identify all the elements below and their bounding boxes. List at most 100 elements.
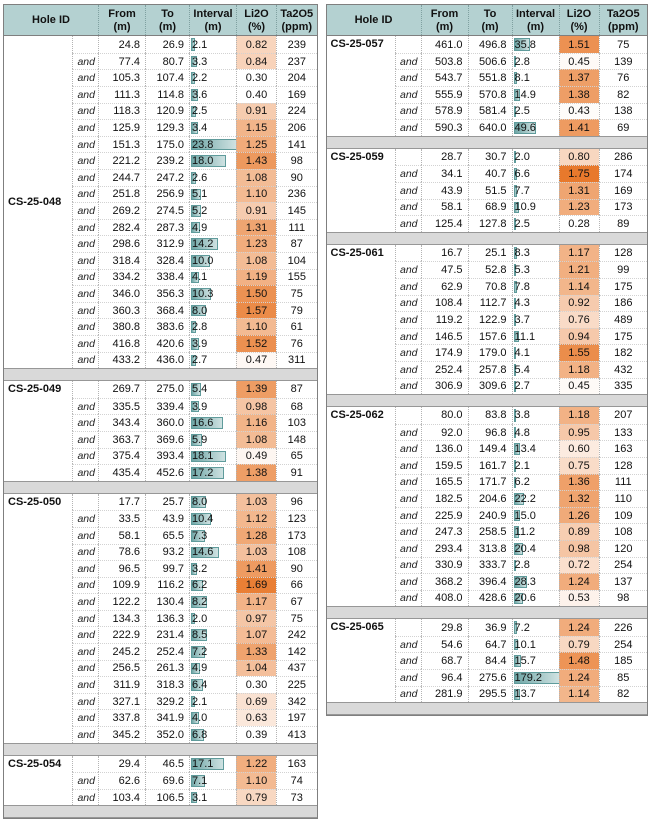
interval-value: 2.8 [192,321,208,334]
interval-cell: 8.1 [511,69,559,87]
and-label: and [72,235,98,252]
and-label: and [394,456,421,474]
ta2o5-cell: 61 [276,318,317,335]
to-cell: 356.3 [145,285,189,302]
interval-value: 14.6 [192,546,214,559]
interval-value: 179.2 [514,671,543,684]
interval-value: 5.9 [192,433,208,446]
li2o-cell: 1.25 [236,135,276,153]
ta2o5-cell: 185 [598,652,647,670]
interval-cell: 3.2 [189,560,236,577]
col-header-line1: Li2O [566,8,592,20]
and-label: and [394,165,421,183]
to-cell: 383.6 [145,318,189,335]
li2o-cell: 1.39 [236,381,276,398]
li2o-cell: 1.24 [558,669,599,686]
li2o-cell: 0.47 [236,351,276,369]
to-cell: 179.0 [467,344,512,361]
to-cell: 112.7 [467,294,512,312]
to-cell: 52.8 [467,261,512,278]
and-label: and [394,69,421,87]
hole-id: CS-25-049 [8,383,62,396]
interval-databar [513,559,516,572]
interval-cell: 5.9 [189,430,236,448]
li2o-cell: 1.37 [558,69,599,87]
ta2o5-cell: 311 [276,351,317,369]
interval-cell: 4.8 [511,423,559,441]
from-cell: 62.6 [98,772,145,789]
from-cell: 78.6 [98,543,145,561]
col-header-line1: To [483,8,497,20]
from-cell: 174.9 [420,344,468,361]
from-cell: 33.5 [98,510,145,527]
ta2o5-cell: 163 [598,440,647,457]
from-cell: 125.4 [420,215,468,232]
ta2o5-cell: 207 [598,407,647,424]
from-cell: 345.2 [98,726,145,743]
from-cell: 222.9 [98,626,145,644]
and-label: and [72,593,98,610]
ta2o5-cell: 335 [598,377,647,395]
to-cell: 70.8 [467,278,512,295]
li2o-cell: 1.23 [236,235,276,252]
to-cell: 64.7 [467,635,512,653]
interval-databar [191,757,225,771]
from-cell: 119.2 [420,311,468,328]
col-header-hole-id: Hole ID [354,14,393,27]
li2o-cell: 1.38 [236,464,276,481]
interval-databar [513,72,518,85]
from-cell: 311.9 [98,676,145,693]
interval-cell: 49.6 [511,119,559,136]
to-cell: 393.4 [145,447,189,465]
and-label: and [72,119,98,136]
interval-value: 4.1 [514,347,530,360]
interval-value: 7.7 [514,184,530,197]
and-label [394,407,421,424]
interval-cell: 2.7 [189,351,236,369]
li2o-cell: 1.55 [558,344,599,361]
to-cell: 506.6 [467,52,512,70]
interval-cell: 2.7 [511,377,559,395]
from-cell: 578.9 [420,102,468,120]
ta2o5-cell: 174 [598,165,647,183]
ta2o5-cell: 65 [276,447,317,465]
ta2o5-cell: 141 [276,135,317,153]
hole-id: CS-25-059 [330,150,384,163]
to-cell: 130.4 [145,593,189,610]
from-cell: 368.2 [420,573,468,590]
from-cell: 327.1 [98,692,145,710]
interval-databar [191,563,198,575]
li2o-cell: 0.98 [558,539,599,557]
hole-group: CS-25-049 269.7 275.0 5.4 1.39 87 and 335.5 339.… [4,381,317,481]
li2o-cell: 1.03 [236,493,276,511]
ta2o5-cell: 79 [276,301,317,319]
ta2o5-cell: 437 [276,659,317,677]
interval-cell: 2.1 [189,692,236,710]
group-separator [326,231,647,245]
interval-value: 2.6 [192,171,208,184]
to-cell: 25.7 [145,493,189,511]
interval-value: 5.2 [192,205,208,218]
to-cell: 84.4 [467,652,512,670]
and-label: and [394,119,421,136]
interval-databar [513,363,516,376]
and-label: and [72,252,98,269]
interval-cell: 4.9 [189,218,236,236]
to-cell: 83.8 [467,407,512,424]
interval-cell: 5.2 [189,202,236,219]
and-label: and [394,473,421,491]
interval-value: 4.1 [192,271,208,284]
interval-cell: 6.4 [189,676,236,693]
interval-cell: 8.5 [189,626,236,644]
ta2o5-cell: 123 [276,510,317,527]
from-cell: 125.9 [98,119,145,136]
li2o-cell: 1.32 [558,490,599,507]
from-cell: 103.4 [98,788,145,806]
and-label: and [72,397,98,415]
interval-value: 49.6 [514,122,536,135]
hole-id: CS-25-050 [8,495,62,508]
and-label: and [394,506,421,524]
ta2o5-cell: 89 [598,215,647,232]
ta2o5-cell: 96 [276,493,317,511]
interval-cell: 5.3 [511,261,559,278]
